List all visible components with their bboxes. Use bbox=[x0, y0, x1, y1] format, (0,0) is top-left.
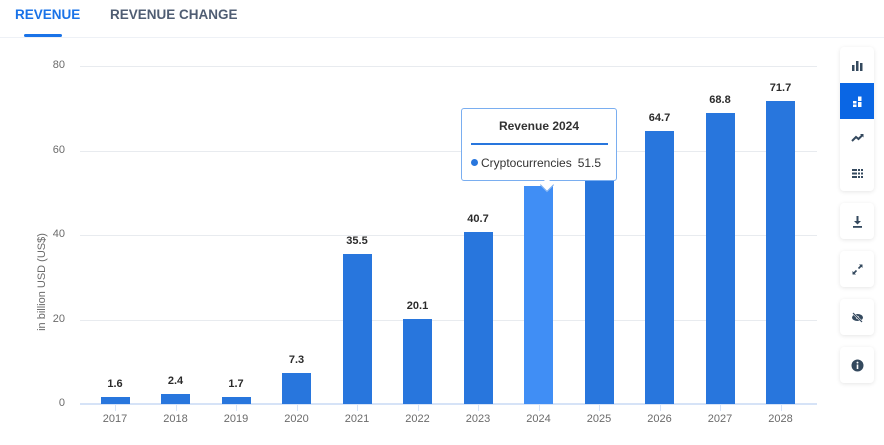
x-tick-label: 2028 bbox=[768, 413, 793, 425]
tab-bar: REVENUE REVENUE CHANGE bbox=[0, 0, 884, 38]
stacked-bar-icon bbox=[852, 96, 861, 107]
bar-2022[interactable] bbox=[403, 319, 432, 404]
x-tick-mark bbox=[236, 405, 237, 411]
bar-2018[interactable] bbox=[161, 393, 190, 404]
table-view-button[interactable] bbox=[840, 155, 874, 191]
chart-tooltip: Revenue 2024 Cryptocurrencies 51.5 bbox=[461, 108, 617, 193]
x-tick-mark bbox=[175, 405, 177, 411]
bar-value-label: 2.4 bbox=[167, 374, 184, 387]
line-chart-icon bbox=[850, 133, 863, 142]
bar-value-label: 1.7 bbox=[228, 377, 244, 390]
y-tick-label: 20 bbox=[52, 312, 65, 325]
gridline bbox=[80, 150, 817, 152]
x-tick-mark bbox=[296, 405, 298, 411]
info-button[interactable] bbox=[840, 347, 874, 383]
bar-2024[interactable] bbox=[524, 186, 553, 404]
x-tick-mark bbox=[720, 405, 721, 411]
bar-2023[interactable] bbox=[463, 232, 493, 404]
x-tick-label: 2017 bbox=[102, 413, 128, 425]
bar-value-label: 35.5 bbox=[346, 235, 368, 247]
bar-value-label: 64.7 bbox=[648, 111, 671, 124]
bar-2019[interactable] bbox=[221, 396, 251, 404]
info-group bbox=[840, 347, 874, 383]
download-icon bbox=[852, 215, 862, 228]
bar-value-label: 71.7 bbox=[769, 82, 792, 95]
x-tick-label: 2022 bbox=[405, 413, 430, 425]
series-dot-icon bbox=[471, 159, 478, 166]
bar-value-label: 68.8 bbox=[709, 94, 731, 107]
x-tick-label: 2026 bbox=[647, 413, 672, 425]
x-tick-mark bbox=[478, 405, 479, 411]
x-tick-mark bbox=[115, 405, 116, 411]
hide-group bbox=[840, 299, 874, 335]
hide-button[interactable] bbox=[840, 299, 874, 335]
bar-value-label: 20.1 bbox=[406, 300, 429, 313]
x-tick-label: 2025 bbox=[586, 413, 612, 425]
y-tick-label: 0 bbox=[58, 397, 65, 409]
tab-revenue[interactable]: REVENUE bbox=[15, 7, 81, 22]
gridline bbox=[80, 235, 817, 236]
bar-2025[interactable] bbox=[584, 156, 614, 404]
x-tick-label: 2019 bbox=[223, 413, 249, 425]
y-tick-label: 40 bbox=[52, 228, 65, 240]
tooltip-value: 51.5 bbox=[577, 156, 602, 170]
tab-revenue-change[interactable]: REVENUE CHANGE bbox=[110, 7, 238, 22]
x-tick-label: 2024 bbox=[526, 413, 551, 425]
expand-icon bbox=[851, 263, 863, 275]
active-tab-indicator bbox=[24, 34, 62, 37]
x-tick-label: 2020 bbox=[284, 413, 309, 425]
x-tick-mark bbox=[780, 405, 782, 411]
bar-value-label: 7.3 bbox=[288, 354, 305, 367]
fullscreen-group bbox=[840, 251, 874, 287]
bar-chart-icon bbox=[851, 60, 862, 71]
stacked-bar-button[interactable] bbox=[840, 83, 874, 119]
x-tick-mark bbox=[357, 405, 358, 411]
bar-2017[interactable] bbox=[100, 397, 130, 404]
x-tick-mark bbox=[417, 405, 419, 411]
gridline bbox=[80, 66, 817, 67]
line-chart-button[interactable] bbox=[840, 119, 874, 155]
x-tick-label: 2023 bbox=[465, 413, 491, 425]
x-tick-mark bbox=[599, 405, 600, 411]
tooltip-row: Cryptocurrencies 51.5 bbox=[471, 156, 601, 170]
x-tick-label: 2027 bbox=[707, 413, 733, 425]
y-tick-label: 80 bbox=[52, 59, 65, 71]
bar-2026[interactable] bbox=[645, 130, 674, 404]
info-icon bbox=[851, 359, 863, 371]
tooltip-series: Cryptocurrencies bbox=[481, 156, 572, 170]
download-group bbox=[840, 203, 874, 239]
eye-slash-icon bbox=[851, 311, 863, 323]
table-icon bbox=[851, 168, 863, 178]
bar-2021[interactable] bbox=[342, 254, 372, 404]
bar-value-label: 1.6 bbox=[107, 378, 123, 391]
download-button[interactable] bbox=[840, 203, 874, 239]
x-tick-label: 2018 bbox=[163, 413, 188, 425]
x-tick-mark bbox=[538, 405, 540, 411]
gridline bbox=[80, 319, 817, 321]
tooltip-divider bbox=[471, 143, 608, 145]
x-axis-line bbox=[80, 403, 817, 405]
bar-chart-button[interactable] bbox=[840, 47, 874, 83]
fullscreen-button[interactable] bbox=[840, 251, 874, 287]
x-tick-label: 2021 bbox=[344, 413, 370, 425]
y-tick-label: 60 bbox=[52, 143, 65, 156]
chart-type-group bbox=[840, 47, 874, 191]
bar-2028[interactable] bbox=[766, 101, 795, 404]
x-tick-mark bbox=[659, 405, 661, 411]
bar-2027[interactable] bbox=[705, 113, 735, 404]
chart-area: in billion USD (US$) 0 20 40 60 80 1.6 2017 2.4… bbox=[0, 38, 830, 445]
bar-2020[interactable] bbox=[282, 373, 311, 404]
chart-toolbar bbox=[840, 47, 874, 395]
bar-value-label: 40.7 bbox=[467, 213, 489, 226]
tooltip-title: Revenue 2024 bbox=[498, 119, 580, 133]
